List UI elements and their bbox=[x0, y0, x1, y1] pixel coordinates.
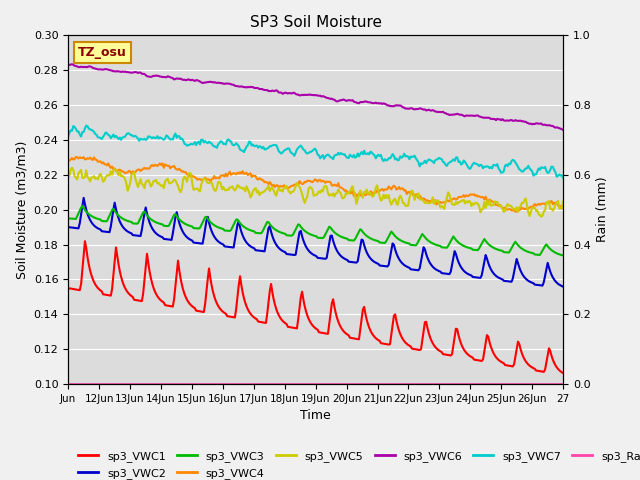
sp3_VWC4 bbox=[559, 204, 567, 210]
sp3_VWC4 bbox=[64, 157, 72, 163]
sp3_VWC4 bbox=[492, 202, 500, 208]
sp3_VWC5 bbox=[538, 214, 545, 219]
sp3_VWC3 bbox=[98, 218, 106, 224]
sp3_VWC2 bbox=[320, 256, 328, 262]
Line: sp3_VWC1: sp3_VWC1 bbox=[68, 241, 563, 373]
sp3_VWC7 bbox=[320, 156, 328, 162]
sp3_VWC3 bbox=[559, 252, 567, 258]
sp3_VWC5 bbox=[558, 204, 566, 210]
Line: sp3_VWC6: sp3_VWC6 bbox=[68, 64, 563, 130]
sp3_Rain bbox=[81, 381, 89, 387]
sp3_VWC4 bbox=[83, 156, 90, 162]
sp3_VWC7 bbox=[83, 123, 90, 129]
X-axis label: Time: Time bbox=[300, 409, 331, 422]
sp3_VWC5 bbox=[320, 184, 328, 190]
sp3_Rain bbox=[64, 381, 72, 387]
sp3_VWC3 bbox=[64, 216, 72, 221]
sp3_VWC7 bbox=[559, 175, 567, 181]
sp3_VWC3 bbox=[557, 252, 564, 258]
sp3_VWC6 bbox=[559, 127, 567, 133]
Text: TZ_osu: TZ_osu bbox=[78, 46, 127, 59]
sp3_Rain bbox=[559, 381, 567, 387]
Line: sp3_VWC2: sp3_VWC2 bbox=[68, 198, 563, 287]
sp3_VWC7 bbox=[81, 125, 89, 131]
sp3_VWC2 bbox=[492, 273, 500, 279]
sp3_VWC2 bbox=[83, 207, 90, 213]
Line: sp3_VWC3: sp3_VWC3 bbox=[68, 206, 563, 255]
sp3_VWC1 bbox=[557, 369, 564, 374]
sp3_VWC4 bbox=[98, 160, 106, 166]
Title: SP3 Soil Moisture: SP3 Soil Moisture bbox=[250, 15, 381, 30]
sp3_VWC1 bbox=[559, 370, 567, 376]
sp3_VWC4 bbox=[72, 154, 80, 160]
sp3_VWC5 bbox=[492, 199, 500, 205]
sp3_VWC1 bbox=[81, 238, 89, 244]
sp3_VWC6 bbox=[81, 64, 89, 70]
sp3_VWC2 bbox=[98, 228, 106, 234]
sp3_VWC3 bbox=[320, 234, 328, 240]
sp3_VWC4 bbox=[320, 178, 328, 184]
Y-axis label: Soil Moisture (m3/m3): Soil Moisture (m3/m3) bbox=[15, 141, 28, 279]
sp3_VWC1 bbox=[64, 285, 72, 291]
sp3_Rain bbox=[319, 381, 326, 387]
sp3_VWC4 bbox=[558, 205, 566, 211]
sp3_VWC7 bbox=[64, 133, 72, 139]
sp3_VWC1 bbox=[419, 337, 426, 343]
sp3_VWC5 bbox=[83, 168, 90, 173]
sp3_VWC3 bbox=[79, 203, 86, 209]
sp3_VWC1 bbox=[492, 354, 500, 360]
sp3_VWC7 bbox=[492, 163, 500, 168]
sp3_Rain bbox=[417, 381, 425, 387]
sp3_VWC7 bbox=[98, 136, 106, 142]
sp3_VWC4 bbox=[419, 196, 426, 202]
sp3_VWC6 bbox=[64, 61, 72, 67]
sp3_VWC6 bbox=[417, 106, 425, 111]
sp3_VWC2 bbox=[557, 283, 564, 288]
sp3_Rain bbox=[491, 381, 499, 387]
sp3_VWC5 bbox=[68, 165, 76, 170]
sp3_VWC2 bbox=[64, 224, 72, 230]
sp3_VWC6 bbox=[491, 116, 499, 122]
sp3_VWC3 bbox=[83, 209, 90, 215]
sp3_VWC6 bbox=[97, 66, 104, 72]
Line: sp3_VWC4: sp3_VWC4 bbox=[68, 157, 563, 212]
sp3_VWC6 bbox=[556, 125, 563, 131]
Legend: sp3_VWC1, sp3_VWC2, sp3_VWC3, sp3_VWC4, sp3_VWC5, sp3_VWC6, sp3_VWC7, sp3_Rain: sp3_VWC1, sp3_VWC2, sp3_VWC3, sp3_VWC4, … bbox=[74, 447, 640, 480]
sp3_Rain bbox=[97, 381, 104, 387]
sp3_VWC3 bbox=[492, 246, 500, 252]
sp3_VWC1 bbox=[83, 245, 90, 251]
Line: sp3_VWC7: sp3_VWC7 bbox=[68, 126, 563, 178]
Y-axis label: Rain (mm): Rain (mm) bbox=[596, 177, 609, 242]
sp3_VWC2 bbox=[419, 252, 426, 257]
sp3_VWC1 bbox=[98, 288, 106, 294]
sp3_VWC6 bbox=[319, 93, 326, 99]
sp3_VWC2 bbox=[559, 284, 567, 289]
sp3_VWC4 bbox=[511, 209, 519, 215]
sp3_Rain bbox=[556, 381, 563, 387]
sp3_VWC5 bbox=[64, 175, 72, 181]
sp3_VWC5 bbox=[98, 174, 106, 180]
sp3_VWC1 bbox=[320, 330, 328, 336]
sp3_VWC3 bbox=[419, 231, 426, 237]
sp3_VWC7 bbox=[419, 161, 426, 167]
sp3_VWC2 bbox=[80, 195, 88, 201]
sp3_VWC7 bbox=[557, 173, 564, 179]
Line: sp3_VWC5: sp3_VWC5 bbox=[68, 168, 563, 216]
sp3_VWC5 bbox=[419, 197, 426, 203]
sp3_VWC5 bbox=[559, 199, 567, 204]
